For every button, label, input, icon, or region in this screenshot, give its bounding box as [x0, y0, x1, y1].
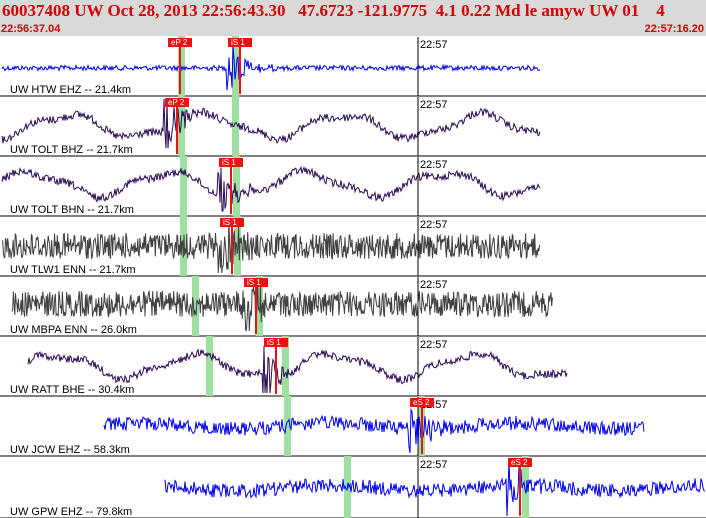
event-title: 60037408 UW Oct 28, 2013 22:56:43.30 47.… — [2, 1, 665, 20]
arrival-window — [178, 36, 185, 96]
arrival-window — [284, 396, 291, 456]
seismogram-plot[interactable]: 22:57 eP 2 iS 1 UW HTW EHZ -- 21.4km 22:57 eP… — [0, 36, 706, 518]
arrival-window — [192, 276, 199, 336]
station-label: UW TOLT BHN -- 21.7km — [10, 204, 134, 216]
minute-label: 22:57 — [420, 219, 448, 231]
trace-panel[interactable]: 22:57 eP 2 iS 1 UW HTW EHZ -- 21.4km — [0, 36, 706, 97]
minute-label: 22:57 — [420, 459, 448, 471]
pick-marker[interactable] — [264, 338, 288, 347]
minute-label: 22:57 — [420, 159, 448, 171]
pick-label: eS 2 — [511, 458, 528, 467]
station-label: UW JCW EHZ -- 58.3km — [10, 444, 130, 456]
time-start-label: 22:56:37.04 — [1, 23, 61, 35]
waveform-trace — [1, 218, 541, 274]
waveform-trace — [1, 98, 541, 149]
pick-label: eP 2 — [168, 98, 185, 107]
waveform-trace — [164, 459, 706, 517]
time-end-label: 22:57:16.20 — [644, 23, 704, 35]
arrival-window — [233, 156, 240, 216]
trace-panel[interactable]: 22:57 eP 2 UW TOLT BHZ -- 21.7km — [0, 96, 706, 157]
station-label: UW MBPA ENN -- 26.0km — [10, 324, 137, 336]
station-label: UW GPW EHZ -- 79.8km — [10, 506, 132, 518]
station-label: UW RATT BHE -- 30.4km — [10, 384, 134, 396]
station-label: UW TOLT BHZ -- 21.7km — [10, 144, 133, 156]
minute-label: 22:57 — [420, 39, 448, 51]
arrival-window — [522, 456, 529, 518]
minute-label: 22:57 — [420, 279, 448, 291]
arrival-window — [206, 336, 213, 396]
waveform-trace — [1, 45, 541, 91]
waveform-trace — [11, 282, 553, 332]
waveform-trace — [103, 407, 645, 454]
arrival-window — [232, 36, 239, 96]
pick-marker[interactable] — [220, 218, 244, 227]
pick-marker[interactable] — [508, 458, 532, 467]
waveform-trace — [1, 165, 541, 212]
pick-marker[interactable] — [165, 98, 189, 107]
trace-panel[interactable]: 22:57 iS 1 UW MBPA ENN -- 26.0km — [0, 276, 706, 337]
pick-marker[interactable] — [244, 278, 268, 287]
trace-panel[interactable]: 22:57 iS 1 UW RATT BHE -- 30.4km — [0, 336, 706, 397]
station-label: UW HTW EHZ -- 21.4km — [10, 84, 131, 96]
minute-label: 22:57 — [420, 339, 448, 351]
pick-label: eP 2 — [171, 38, 188, 47]
station-label: UW TLW1 ENN -- 21.7km — [10, 264, 136, 276]
pick-marker[interactable] — [228, 38, 252, 47]
arrival-window — [180, 156, 187, 216]
trace-panel[interactable]: 22:57 iS 1 UW TLW1 ENN -- 21.7km — [0, 216, 706, 277]
pick-label: iS 1 — [231, 38, 245, 47]
waveform-trace — [27, 345, 568, 394]
arrival-window — [282, 336, 289, 396]
pick-marker[interactable] — [410, 398, 434, 407]
pick-label: iS 1 — [267, 338, 281, 347]
minute-label: 22:57 — [420, 99, 448, 111]
arrival-window — [232, 96, 239, 156]
pick-marker[interactable] — [219, 158, 243, 167]
header-bar: 60037408 UW Oct 28, 2013 22:56:43.30 47.… — [0, 0, 706, 36]
pick-label: iS 1 — [222, 158, 236, 167]
pick-label: iS 1 — [223, 218, 237, 227]
pick-label: eS 2 — [413, 398, 430, 407]
trace-panel[interactable]: 22:57 eS 2 UW GPW EHZ -- 79.8km — [0, 456, 706, 518]
pick-label: iS 1 — [247, 278, 261, 287]
trace-panel[interactable]: 22:57 iS 1 UW TOLT BHN -- 21.7km — [0, 156, 706, 217]
pick-marker[interactable] — [168, 38, 192, 47]
